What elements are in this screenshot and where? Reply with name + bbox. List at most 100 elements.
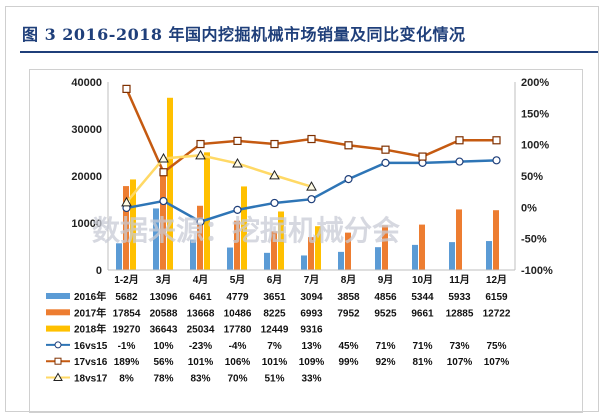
bar: [264, 252, 270, 270]
table-cell: 56%: [153, 357, 173, 368]
table-cell: 75%: [486, 341, 506, 352]
table-cell: 13096: [150, 292, 178, 303]
table-cell: 8225: [263, 308, 286, 319]
table-cell: -23%: [189, 341, 212, 352]
bar: [412, 244, 418, 270]
bar: [160, 173, 166, 270]
table-cell: 10486: [224, 308, 252, 319]
table-cell: 6461: [189, 292, 212, 303]
line-point: [344, 175, 353, 184]
table-cell: 3651: [263, 292, 286, 303]
series-name: 18vs17: [74, 374, 108, 385]
table-cell: 17854: [113, 308, 141, 319]
table-cell: 8%: [119, 374, 134, 385]
series-line: [125, 88, 497, 175]
series-name: 17vs16: [74, 357, 108, 368]
table-cell: 4856: [374, 292, 397, 303]
line-point: [455, 136, 464, 145]
category-label: 7月: [304, 274, 320, 286]
table-cell: 189%: [114, 357, 140, 368]
line-point: [492, 136, 501, 145]
series-name: 2018年: [74, 323, 106, 336]
legend-marker: [53, 372, 63, 381]
table-cell: -1%: [118, 341, 136, 352]
table-cell: 3094: [300, 292, 323, 303]
legend-key: [46, 309, 70, 316]
bar: [153, 208, 159, 270]
line-point: [233, 205, 242, 214]
table-cell: 20588: [150, 308, 178, 319]
bar: [486, 241, 492, 270]
right-tick-label: 200%: [521, 77, 549, 89]
line-point: [196, 217, 205, 226]
line-point: [159, 168, 168, 177]
table-cell: 3858: [337, 292, 360, 303]
left-tick-label: 20000: [71, 171, 102, 183]
bar: [493, 210, 499, 270]
line-point: [159, 196, 168, 206]
bar: [308, 237, 314, 270]
table-cell: 5933: [448, 292, 471, 303]
category-label: 1-2月: [114, 274, 138, 286]
left-tick-label: 0: [96, 265, 102, 277]
line-point: [455, 157, 464, 166]
series-name: 16vs15: [74, 341, 108, 352]
bar: [338, 251, 344, 270]
table-cell: 73%: [449, 341, 469, 352]
bar: [227, 247, 233, 270]
category-label: 5月: [230, 274, 246, 286]
line-point: [307, 195, 316, 204]
bar: [130, 179, 136, 270]
table-cell: 33%: [301, 374, 321, 385]
table-cell: 92%: [375, 357, 395, 368]
table-cell: 12722: [483, 308, 511, 319]
series-name: 2017年: [74, 306, 106, 319]
bar: [234, 220, 240, 270]
line-point: [233, 136, 242, 146]
bar: [278, 211, 284, 270]
line-point: [418, 152, 427, 161]
table-cell: 71%: [375, 341, 395, 352]
line-point: [232, 157, 243, 168]
series-line: [125, 154, 312, 204]
line-point: [195, 149, 206, 160]
right-tick-label: 100%: [521, 140, 549, 152]
line-layer: [121, 84, 501, 226]
legend-marker: [54, 341, 62, 349]
table-cell: 17780: [224, 325, 252, 336]
table-cell: 107%: [447, 357, 473, 368]
watermark: 数据来源：挖掘机械分会: [92, 214, 400, 246]
bar: [197, 205, 203, 270]
line-point: [270, 139, 279, 149]
right-tick-label: 150%: [521, 108, 549, 120]
category-label: 10月: [412, 274, 433, 286]
table-cell: 107%: [484, 357, 510, 368]
bar-layer: [116, 97, 499, 271]
table-cell: 5682: [115, 292, 138, 303]
category-label: 6月: [267, 274, 283, 286]
table-cell: 78%: [153, 374, 173, 385]
left-tick-label: 10000: [71, 218, 102, 230]
axes-layer: 0 10000 20000 30000 40000 -100% -50% 0% 50% 100% 1…: [71, 77, 553, 286]
category-label: 12月: [486, 274, 507, 286]
line-point: [270, 198, 279, 208]
table-cell: 9661: [411, 308, 434, 319]
bar: [123, 186, 129, 270]
bar: [167, 97, 173, 271]
table-cell: 7%: [267, 341, 282, 352]
line-point: [307, 134, 316, 144]
bar: [449, 242, 455, 270]
bar: [375, 247, 381, 270]
table-cell: 101%: [188, 357, 214, 368]
line-point: [121, 196, 132, 207]
line-point: [158, 152, 169, 163]
bar: [419, 224, 425, 270]
left-tick-label: 40000: [71, 77, 102, 89]
table-cell: 12885: [446, 308, 474, 319]
legend-key: [46, 293, 70, 299]
table-cell: 4779: [226, 292, 249, 303]
line-point: [122, 84, 131, 93]
line-point: [381, 145, 390, 154]
bar: [190, 239, 196, 270]
